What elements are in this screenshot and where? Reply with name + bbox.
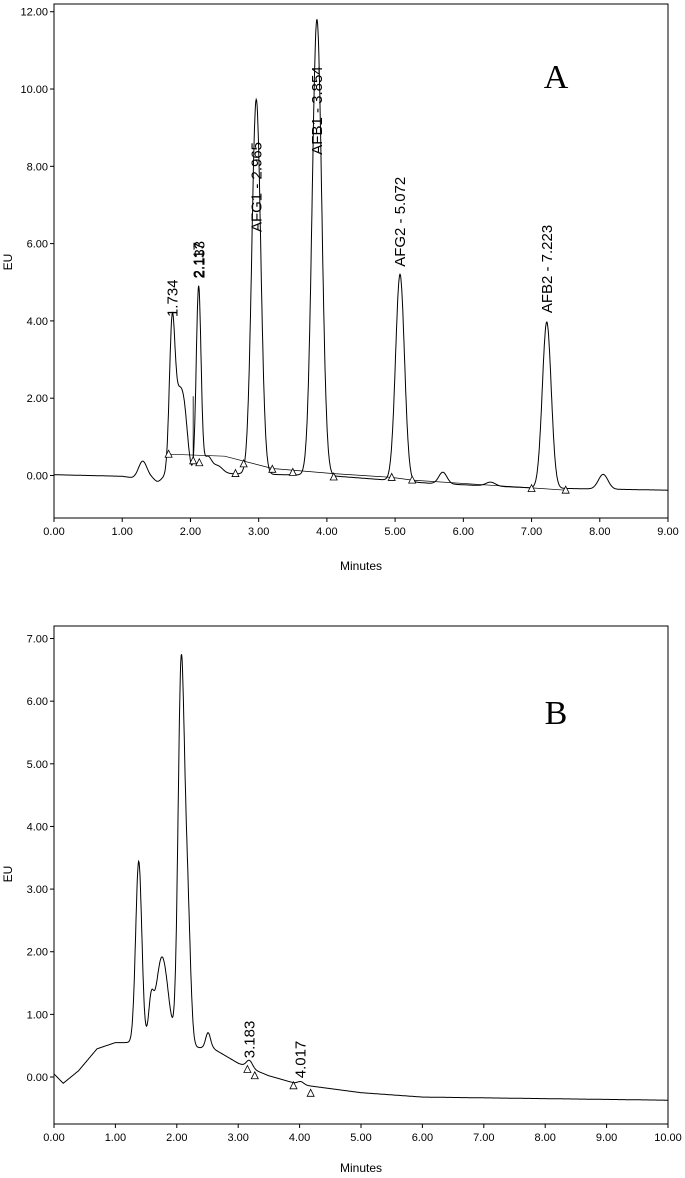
x-tick-label: 9.00 [596,1132,617,1144]
peak-label: 2.117 [190,242,207,278]
peak-marker [164,449,173,458]
peak-marker [195,457,204,467]
peak-marker [289,1080,298,1090]
x-tick-label: 4.00 [289,1132,310,1144]
y-tick-label: 0.00 [27,470,48,482]
x-tick-label: 7.00 [521,526,542,538]
peak-label: 1.734 [164,279,181,317]
peak-marker [408,475,417,484]
plot-frame [53,625,669,1125]
x-tick-label: 1.00 [105,1132,126,1144]
peak-marker [268,464,277,473]
x-axis-title: Minutes [340,559,382,573]
y-tick-label: 4.00 [27,821,48,833]
peak-label: AFG2 - 5.072 [392,177,409,267]
chromatogram-panel-b: 0.00 1.00 2.00 3.00 4.00 5.00 6.00 7.00 8.00 9.00… [1,625,682,1175]
peak-marker [288,467,297,476]
chromatogram-trace [53,654,668,1101]
x-tick-label: 7.00 [473,1132,494,1144]
x-tick-label: 6.00 [453,526,474,538]
peak-label: AFB1 - 3.854 [309,66,326,154]
x-tick-label: 2.00 [180,526,201,538]
x-tick-label: 4.00 [316,526,337,538]
x-tick-label: 1.00 [112,526,133,538]
chromatogram-marks: 3.183 4.017 [53,654,668,1101]
x-tick-label: 8.00 [589,526,610,538]
x-tick-label: 3.00 [227,1132,248,1144]
peak-label: 4.017 [293,1041,310,1079]
y-tick-label: 3.00 [27,884,48,896]
x-tick-label: 2.00 [166,1132,187,1144]
y-tick-label: 12.00 [20,7,48,19]
peak-label: AFB2 - 7.223 [539,225,556,313]
peak-marker [243,1064,252,1073]
tick-marks: 0.00 1.00 2.00 3.00 4.00 5.00 6.00 7.00 8.00 9.00… [20,7,678,538]
y-tick-label: 8.00 [27,161,48,173]
y-tick-label: 0.00 [27,1072,48,1084]
chromatogram-trace [54,19,668,491]
peak-label: 2.133 [192,241,209,279]
peak-marker [387,472,396,481]
y-tick-label: 10.00 [20,84,48,96]
peak-marker [329,472,338,481]
y-tick-label: 6.00 [27,239,48,251]
x-tick-label: 0.00 [43,526,64,538]
y-tick-label: 1.00 [27,1009,48,1021]
x-tick-label: 9.00 [657,526,678,538]
x-tick-label: 6.00 [412,1132,433,1144]
y-tick-label: 2.00 [27,393,48,405]
x-tick-label: 8.00 [534,1132,555,1144]
panel-letter: B [545,695,568,732]
peak-marker [231,468,240,477]
y-axis-title: EU [1,866,15,883]
x-tick-label: 10.00 [654,1132,682,1144]
y-axis-title: EU [1,254,15,271]
peak-marker [189,455,198,465]
peak-marker [239,459,248,468]
y-tick-label: 7.00 [27,634,48,646]
plot-frame [53,3,669,519]
peak-marker [561,485,570,494]
x-tick-label: 3.00 [248,526,269,538]
x-tick-label: 5.00 [350,1132,371,1144]
chromatogram-panel-a: 0.00 1.00 2.00 3.00 4.00 5.00 6.00 7.00 8.00 9.00… [1,3,679,573]
panel-letter: A [544,59,569,96]
y-tick-label: 5.00 [27,759,48,771]
x-tick-label: 0.00 [43,1132,64,1144]
peak-marker [527,483,536,493]
integration-baseline [168,453,566,491]
y-tick-label: 2.00 [27,947,48,959]
peak-label: 3.183 [241,1021,258,1059]
peak-label: AFG1 - 2.965 [248,142,265,232]
tick-marks: 0.00 1.00 2.00 3.00 4.00 5.00 6.00 7.00 8.00 9.00… [27,634,682,1144]
y-tick-label: 4.00 [27,316,48,328]
peak-marker [306,1088,315,1097]
y-tick-label: 6.00 [27,696,48,708]
x-tick-label: 5.00 [384,526,405,538]
x-axis-title: Minutes [340,1161,382,1175]
peak-marker [250,1070,259,1080]
